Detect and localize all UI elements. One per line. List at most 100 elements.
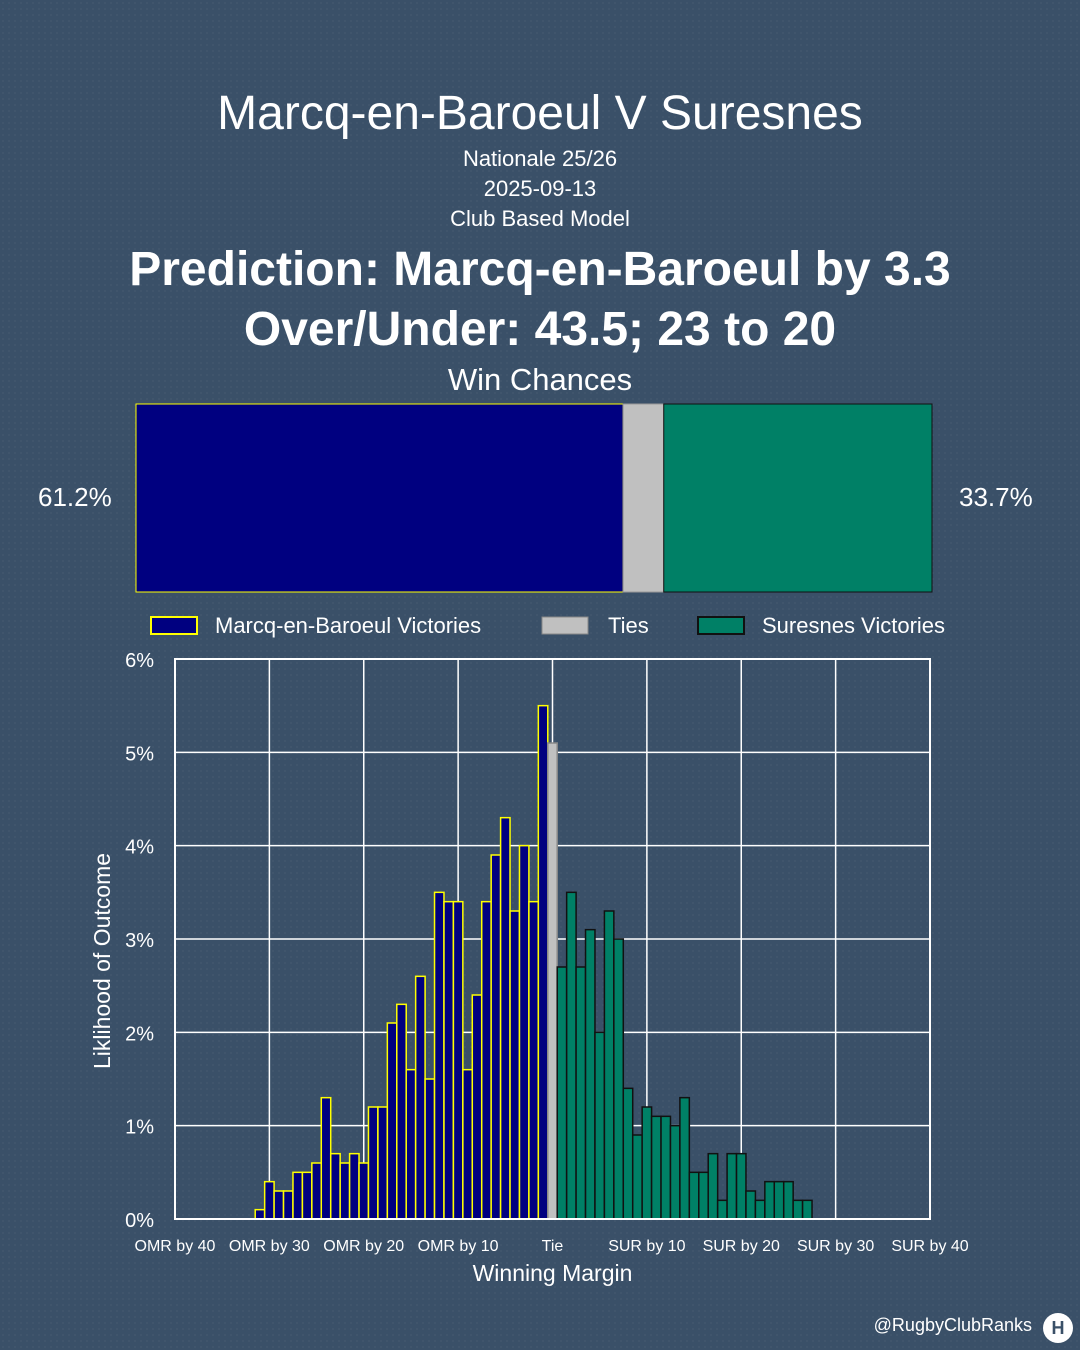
home-margin-bar [490, 854, 502, 1220]
y-tick-label: 6% [125, 650, 154, 672]
margin-distribution-chart: 0%1%2%3%4%5%6% OMR by 40 OMR by 30 OMR by … [89, 650, 969, 1286]
away-margin-bar [603, 910, 615, 1220]
home-margin-bar [537, 704, 549, 1220]
model-label: Club Based Model [450, 206, 630, 231]
y-axis-ticks: 0% 1% 2% 3% 4% 5% 6% [125, 650, 154, 1232]
y-tick-label: 2% [125, 1023, 154, 1045]
home-margin-bar [311, 1162, 323, 1220]
away-margin-bar [716, 1199, 728, 1220]
credit-handle: @RugbyClubRanks [873, 1315, 1032, 1335]
home-margin-bar [462, 1068, 474, 1220]
x-tick-label: OMR by 40 [135, 1238, 216, 1255]
away-margin-bar [660, 1115, 672, 1220]
away-margin-bar [669, 1124, 681, 1220]
away-margin-bar [575, 966, 587, 1220]
y-tick-label: 0% [125, 1210, 154, 1232]
home-margin-bar [471, 994, 483, 1220]
x-axis-ticks: OMR by 40 OMR by 30 OMR by 20 OMR by 10 Tie S… [135, 1238, 969, 1255]
y-tick-label: 1% [125, 1117, 154, 1139]
home-margin-bar [367, 1106, 379, 1220]
home-margin-bar [452, 900, 464, 1220]
x-tick-label: OMR by 20 [323, 1238, 404, 1255]
home-margin-bar [254, 1208, 266, 1220]
home-margin-bar [263, 1180, 275, 1220]
home-margin-bar [480, 900, 492, 1220]
away-margin-bar [726, 1152, 738, 1220]
home-margin-bar [424, 1078, 436, 1220]
y-axis-label: Liklihood of Outcome [89, 853, 115, 1069]
match-title: Marcq-en-Baroeul V Suresnes [217, 87, 863, 140]
plot-frame [174, 658, 931, 1220]
win-bar-home-segment [135, 403, 624, 593]
tie-bar [547, 742, 558, 1220]
home-margin-bar [414, 975, 426, 1220]
legend-swatch-away [697, 616, 745, 635]
over-under-headline: Over/Under: 43.5; 23 to 20 [243, 303, 837, 356]
away-win-percentage: 33.7% [959, 482, 1033, 512]
match-date: 2025-09-13 [483, 176, 597, 201]
x-axis-label: Winning Margin [473, 1260, 633, 1286]
x-tick-label: OMR by 10 [418, 1238, 499, 1255]
away-margin-bar [698, 1171, 709, 1220]
chart-bars [254, 704, 813, 1220]
brand-logo-icon: H [1043, 1313, 1073, 1343]
legend-label-away: Suresnes Victories [762, 613, 945, 638]
away-margin-bar [650, 1115, 662, 1220]
prediction-headline: Prediction: Marcq-en-Baroeul by 3.3 [129, 243, 951, 296]
home-margin-bar [518, 844, 530, 1220]
away-margin-bar [556, 966, 568, 1220]
legend-label-home: Marcq-en-Baroeul Victories [215, 613, 481, 638]
away-margin-bar [641, 1106, 653, 1220]
x-tick-label: SUR by 20 [703, 1238, 780, 1255]
home-margin-bar [358, 1162, 370, 1220]
home-margin-bar [509, 910, 521, 1220]
win-chances-title: Win Chances [447, 362, 633, 397]
home-margin-bar [396, 1003, 407, 1220]
away-margin-bar [764, 1180, 776, 1220]
home-margin-bar [348, 1152, 360, 1220]
away-margin-bar [594, 1031, 606, 1220]
home-margin-bar [405, 1068, 417, 1220]
away-margin-bar [792, 1199, 804, 1220]
y-tick-label: 5% [125, 743, 154, 765]
home-margin-bar [320, 1096, 332, 1220]
away-margin-bar [688, 1171, 700, 1220]
win-bar-away-segment [663, 403, 933, 593]
x-tick-label: OMR by 30 [229, 1238, 310, 1255]
home-margin-bar [499, 816, 511, 1220]
home-margin-bar [528, 900, 540, 1220]
away-margin-bar [613, 938, 625, 1220]
x-tick-label: SUR by 30 [797, 1238, 874, 1255]
legend-swatch-tie [541, 616, 589, 635]
away-margin-bar [773, 1180, 785, 1220]
away-margin-bar [631, 1134, 643, 1220]
away-margin-bar [735, 1152, 747, 1220]
legend-label-tie: Ties [608, 613, 649, 638]
home-margin-bar [329, 1152, 341, 1220]
away-margin-bar [622, 1087, 634, 1220]
home-margin-bar [273, 1190, 285, 1220]
away-margin-bar [782, 1180, 794, 1220]
away-margin-bar [745, 1190, 757, 1220]
home-margin-bar [386, 1022, 398, 1220]
home-margin-bar [282, 1190, 294, 1220]
x-tick-label: SUR by 10 [608, 1238, 685, 1255]
away-margin-bar [679, 1096, 691, 1220]
home-margin-bar [301, 1171, 313, 1220]
home-margin-bar [377, 1106, 389, 1220]
away-margin-bar [584, 928, 596, 1220]
away-margin-bar [565, 891, 577, 1220]
away-margin-bar [801, 1199, 813, 1220]
home-margin-bar [443, 900, 455, 1220]
x-tick-label: Tie [542, 1238, 564, 1255]
chart-legend: Marcq-en-Baroeul Victories Ties Suresnes… [150, 613, 945, 638]
y-tick-label: 3% [125, 930, 154, 952]
away-margin-bar [754, 1199, 766, 1220]
legend-swatch-home [150, 616, 198, 635]
away-margin-bar [707, 1152, 719, 1220]
win-bar-tie-segment [622, 403, 665, 593]
home-win-percentage: 61.2% [38, 482, 112, 512]
x-tick-label: SUR by 40 [891, 1238, 968, 1255]
y-tick-label: 4% [125, 837, 154, 859]
home-margin-bar [292, 1171, 304, 1220]
